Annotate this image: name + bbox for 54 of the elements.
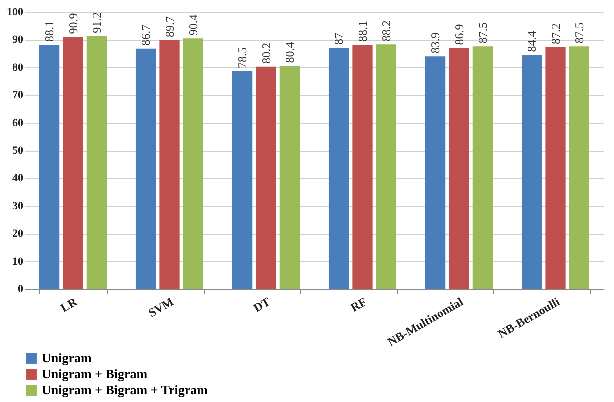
y-tick-label: 30 [12,200,24,212]
bar [63,37,84,289]
bar [376,44,397,289]
y-tick-label: 0 [18,284,24,296]
data-label: 88.1 [356,20,370,42]
bar [352,44,373,289]
data-label: 80.4 [282,42,297,64]
legend-label: Unigram [42,350,92,366]
data-label: 87.2 [548,23,563,44]
legend-label: Unigram + Bigram [42,366,148,382]
y-tick-label: 80 [12,62,24,74]
data-label: 84.4 [525,31,540,52]
data-label: 88.2 [379,20,394,42]
bar [449,48,470,289]
bar [160,40,180,289]
y-tick-label: 50 [12,145,24,157]
x-tick-label: SVM [146,294,176,320]
bar [280,66,300,289]
y-tick-label: 10 [12,256,24,268]
y-tick-label: 100 [7,6,24,18]
y-tick-label: 60 [12,117,24,130]
data-label: 87.5 [476,22,490,44]
data-label: 90.4 [186,14,200,36]
bar [183,38,204,289]
data-label: 87.5 [572,22,586,44]
bar [522,55,542,289]
y-tick-label: 90 [12,34,24,46]
x-tick-label: DT [251,294,273,316]
x-tick-label: LR [58,294,80,316]
bar [39,44,60,289]
data-label: 80.2 [259,42,274,64]
data-label: 78.5 [236,48,250,69]
bar [472,46,494,289]
y-tick-label: 70 [12,90,24,102]
bar [232,72,253,289]
y-tick-label: 40 [12,172,24,185]
legend-label: Unigram + Bigram + Trigram [42,382,208,398]
data-label: 83.9 [428,32,443,54]
bar [425,56,446,289]
bar [328,48,350,289]
data-label: 91.2 [90,12,104,34]
bar [256,66,276,289]
data-label: 86.7 [139,24,154,46]
bar [546,47,566,289]
data-label: 87 [332,33,346,46]
y-tick-label: 20 [12,228,24,240]
data-label: 90.9 [66,13,80,34]
data-label: 86.9 [452,24,466,46]
data-label: 88.1 [42,20,57,42]
x-tick-label: RF [348,294,370,315]
bar [569,46,590,289]
bar [136,48,156,289]
data-label: 89.7 [162,16,177,38]
bar [86,36,108,289]
